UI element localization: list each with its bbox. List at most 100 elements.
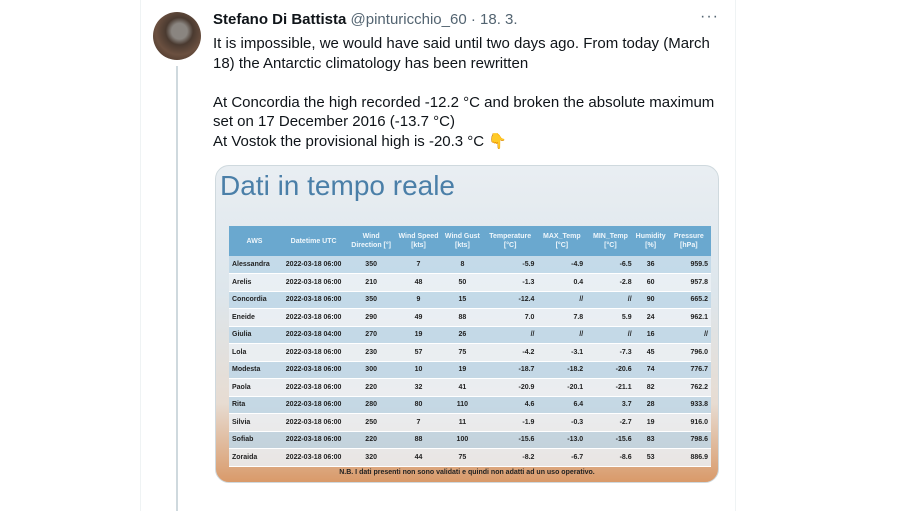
- table-cell: Modesta: [229, 361, 281, 379]
- table-cell: 88: [441, 308, 483, 327]
- table-cell: 2022-03-18 06:00: [280, 308, 348, 327]
- table-cell: -0.3: [537, 413, 587, 432]
- table-cell: 776.7: [666, 361, 711, 379]
- table-cell: 0.4: [537, 273, 587, 292]
- table-cell: 7: [395, 256, 442, 274]
- table-cell: 8: [441, 256, 483, 274]
- table-cell: 36: [634, 256, 667, 274]
- table-row: Paola 2022-03-18 06:00 220 32 41 -20.9 -20.1 -2…: [229, 378, 711, 397]
- table-cell: 798.6: [666, 431, 711, 449]
- tweet-image[interactable]: Dati in tempo reale AWS Datetime UTC Wind …: [215, 165, 719, 483]
- table-cell: -8.6: [586, 448, 635, 467]
- table-cell: Giulia: [229, 326, 281, 344]
- weather-table: AWS Datetime UTC Wind Direction [°] Wind Sp…: [229, 226, 711, 467]
- table-cell: -20.1: [537, 378, 587, 397]
- more-horizontal-icon[interactable]: ···: [700, 8, 719, 25]
- table-cell: -5.9: [482, 256, 538, 274]
- table-row: Lola 2022-03-18 06:00 230 57 75 -4.2 -3.1 -7.3 4…: [229, 343, 711, 362]
- table-cell: 280: [347, 396, 396, 414]
- table-row: Arelis 2022-03-18 06:00 210 48 50 -1.3 0.4 -2.8…: [229, 273, 711, 292]
- table-cell: 2022-03-18 06:00: [280, 431, 348, 449]
- table-cell: Lola: [229, 343, 281, 362]
- table-cell: -1.3: [482, 273, 538, 292]
- table-cell: 290: [347, 308, 396, 327]
- table-row: Sofiab 2022-03-18 06:00 220 88 100 -15.6 -13.0…: [229, 431, 711, 449]
- table-cell: 60: [634, 273, 667, 292]
- table-cell: -20.6: [586, 361, 635, 379]
- table-cell: 49: [395, 308, 442, 327]
- table-cell: 300: [347, 361, 396, 379]
- table-cell: 762.2: [666, 378, 711, 397]
- author-name[interactable]: Stefano Di Battista: [213, 11, 347, 28]
- image-title: Dati in tempo reale: [220, 170, 456, 201]
- column-header: Temperature [°C]: [482, 226, 538, 256]
- table-cell: //: [537, 326, 587, 344]
- table-cell: -6.7: [537, 448, 587, 467]
- table-cell: 75: [441, 343, 483, 362]
- table-cell: -20.9: [482, 378, 538, 397]
- table-cell: 5.9: [586, 308, 635, 327]
- separator: ·: [470, 11, 476, 28]
- avatar[interactable]: [153, 12, 201, 60]
- column-header: MIN_Temp [°C]: [586, 226, 635, 256]
- table-cell: 2022-03-18 06:00: [280, 256, 348, 274]
- table-cell: 350: [347, 256, 396, 274]
- table-cell: -8.2: [482, 448, 538, 467]
- table-cell: 6.4: [537, 396, 587, 414]
- table-cell: 957.8: [666, 273, 711, 292]
- table-row: Rita 2022-03-18 06:00 280 80 110 4.6 6.4 3.7 28 9…: [229, 396, 711, 414]
- table-cell: -2.8: [586, 273, 635, 292]
- table-cell: 41: [441, 378, 483, 397]
- table-cell: Arelis: [229, 273, 281, 292]
- table-cell: //: [482, 326, 538, 344]
- column-header: Humidity [%]: [634, 226, 667, 256]
- table-cell: -7.3: [586, 343, 635, 362]
- table-cell: -12.4: [482, 291, 538, 309]
- table-cell: //: [586, 326, 635, 344]
- author-handle[interactable]: @pinturicchio_60: [350, 11, 467, 28]
- table-row: Eneide 2022-03-18 06:00 290 49 88 7.0 7.8 5.9 24…: [229, 308, 711, 327]
- table-cell: 270: [347, 326, 396, 344]
- tweet-line: It is impossible, we would have said unt…: [213, 35, 710, 72]
- column-header: AWS: [229, 226, 281, 256]
- table-cell: 26: [441, 326, 483, 344]
- column-header: Wind Direction [°]: [347, 226, 396, 256]
- table-cell: 110: [441, 396, 483, 414]
- table-cell: 933.8: [666, 396, 711, 414]
- table-cell: 53: [634, 448, 667, 467]
- table-row: Alessandra 2022-03-18 06:00 350 7 8 -5.9 -4.9-…: [229, 256, 711, 274]
- table-cell: -15.6: [586, 431, 635, 449]
- tweet-line: At Concordia the high recorded -12.2 °C …: [213, 93, 715, 131]
- table-row: Zoraida 2022-03-18 06:00 320 44 75 -8.2 -6.7 -8…: [229, 448, 711, 467]
- table-cell: 2022-03-18 04:00: [280, 326, 348, 344]
- table-cell: 320: [347, 448, 396, 467]
- table-cell: 75: [441, 448, 483, 467]
- table-row: Silvia 2022-03-18 06:00 250 7 11 -1.9 -0.3 -2.7…: [229, 413, 711, 432]
- table-cell: 45: [634, 343, 667, 362]
- tweet-header: Stefano Di Battista @pinturicchio_60 · 1…: [213, 11, 518, 28]
- table-cell: 959.5: [666, 256, 711, 274]
- table-cell: 220: [347, 431, 396, 449]
- tweet-date[interactable]: 18. 3.: [480, 11, 518, 28]
- table-cell: -4.9: [537, 256, 587, 274]
- table-cell: 100: [441, 431, 483, 449]
- table-cell: 2022-03-18 06:00: [280, 343, 348, 362]
- table-cell: 886.9: [666, 448, 711, 467]
- table-cell: -6.5: [586, 256, 635, 274]
- table-cell: 796.0: [666, 343, 711, 362]
- table-cell: 80: [395, 396, 442, 414]
- table-cell: -3.1: [537, 343, 587, 362]
- table-cell: Silvia: [229, 413, 281, 432]
- column-header: MAX_Temp [°C]: [537, 226, 587, 256]
- table-cell: 2022-03-18 06:00: [280, 448, 348, 467]
- table-cell: 2022-03-18 06:00: [280, 413, 348, 432]
- table-cell: 9: [395, 291, 442, 309]
- table-cell: 665.2: [666, 291, 711, 309]
- table-cell: Alessandra: [229, 256, 281, 274]
- column-header: Wind Gust [kts]: [441, 226, 483, 256]
- table-cell: Concordia: [229, 291, 281, 309]
- table-cell: -18.2: [537, 361, 587, 379]
- column-header: Wind Speed [kts]: [395, 226, 442, 256]
- table-cell: 50: [441, 273, 483, 292]
- table-row: Giulia 2022-03-18 04:00 270 19 26//////16//: [229, 326, 711, 344]
